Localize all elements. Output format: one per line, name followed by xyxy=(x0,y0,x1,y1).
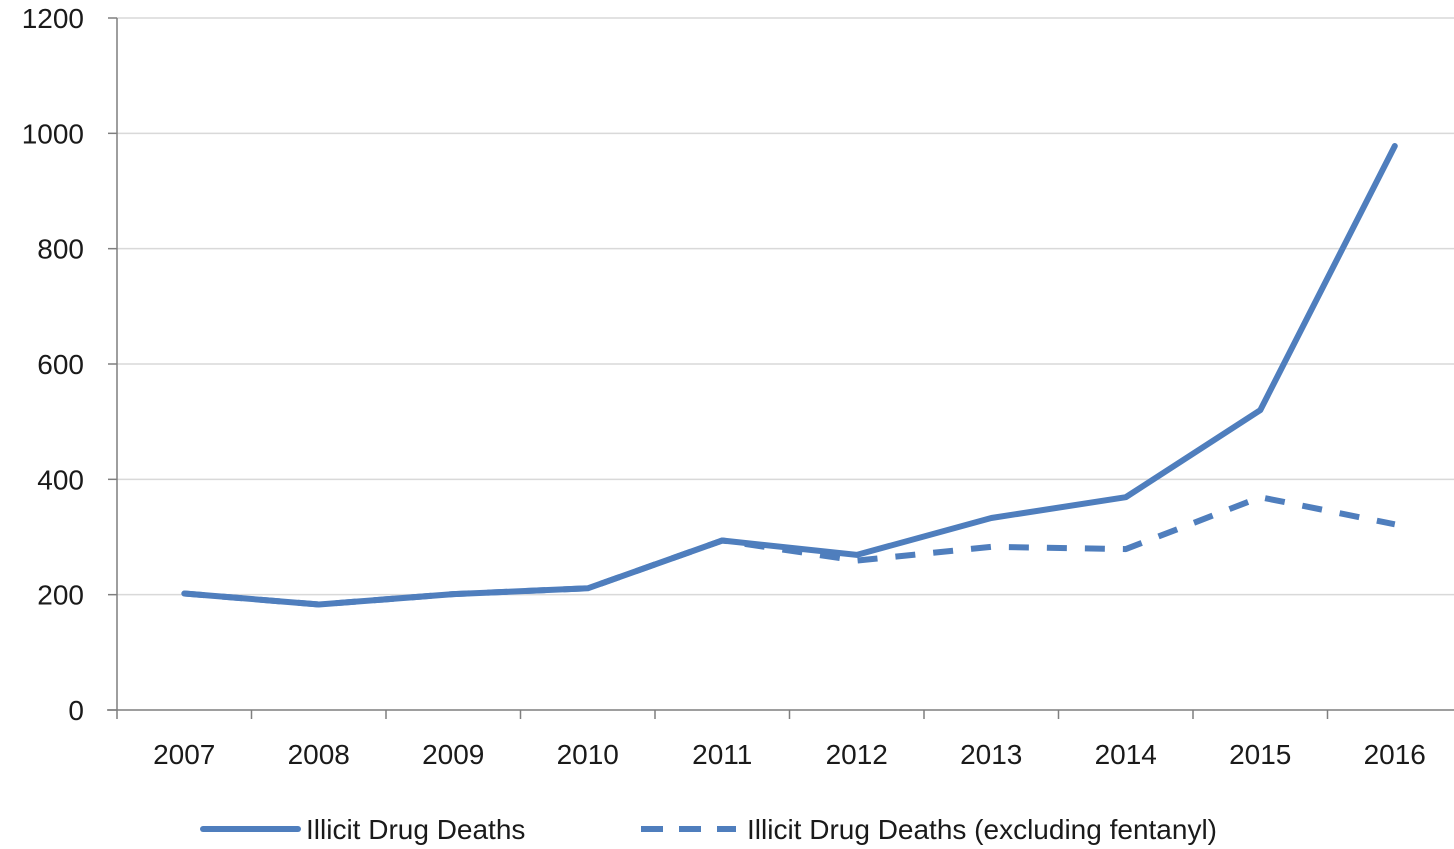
y-tick-label: 800 xyxy=(37,234,84,265)
data-point xyxy=(1392,143,1398,149)
data-point xyxy=(585,585,591,591)
x-tick-label: 2009 xyxy=(422,739,484,770)
y-tick-labels: 0 200 400 600 800 1000 1200 xyxy=(22,3,84,726)
legend-label: Illicit Drug Deaths xyxy=(306,814,525,845)
data-point xyxy=(988,544,994,550)
data-point xyxy=(316,601,322,607)
series-line-excluding-fentanyl xyxy=(184,494,1396,608)
data-point xyxy=(1257,494,1263,500)
data-point xyxy=(1123,494,1129,500)
data-point xyxy=(1123,546,1129,552)
x-tick-label: 2016 xyxy=(1364,739,1426,770)
data-point xyxy=(854,558,860,564)
x-tick-label: 2014 xyxy=(1095,739,1157,770)
data-point xyxy=(854,552,860,558)
data-point xyxy=(1257,407,1263,413)
x-tick-label: 2008 xyxy=(288,739,350,770)
data-point xyxy=(719,537,725,543)
legend: Illicit Drug Deaths Illicit Drug Deaths (… xyxy=(200,814,1217,845)
axes xyxy=(107,17,1454,719)
data-point xyxy=(1392,521,1398,527)
x-tick-label: 2012 xyxy=(826,739,888,770)
y-tick-label: 1000 xyxy=(22,118,84,149)
series-lines xyxy=(181,143,1398,608)
y-tick-label: 400 xyxy=(37,464,84,495)
gridlines xyxy=(117,17,1454,596)
data-point xyxy=(181,591,187,597)
y-tick-label: 200 xyxy=(37,580,84,611)
legend-label: Illicit Drug Deaths (excluding fentanyl) xyxy=(747,814,1217,845)
y-tick-label: 600 xyxy=(37,349,84,380)
x-tick-label: 2015 xyxy=(1229,739,1291,770)
y-tick-label: 0 xyxy=(68,695,84,726)
x-tick-label: 2013 xyxy=(960,739,1022,770)
data-point xyxy=(450,591,456,597)
x-tick-labels: 2007 2008 2009 2010 2011 2012 2013 2014 2015 2016 xyxy=(153,739,1426,770)
x-tick-label: 2011 xyxy=(692,739,752,770)
x-tick-label: 2010 xyxy=(557,739,619,770)
x-tick-label: 2007 xyxy=(153,739,215,770)
series-line-illicit-drug-deaths xyxy=(181,143,1398,608)
y-tick-label: 1200 xyxy=(22,3,84,34)
data-point xyxy=(988,515,994,521)
